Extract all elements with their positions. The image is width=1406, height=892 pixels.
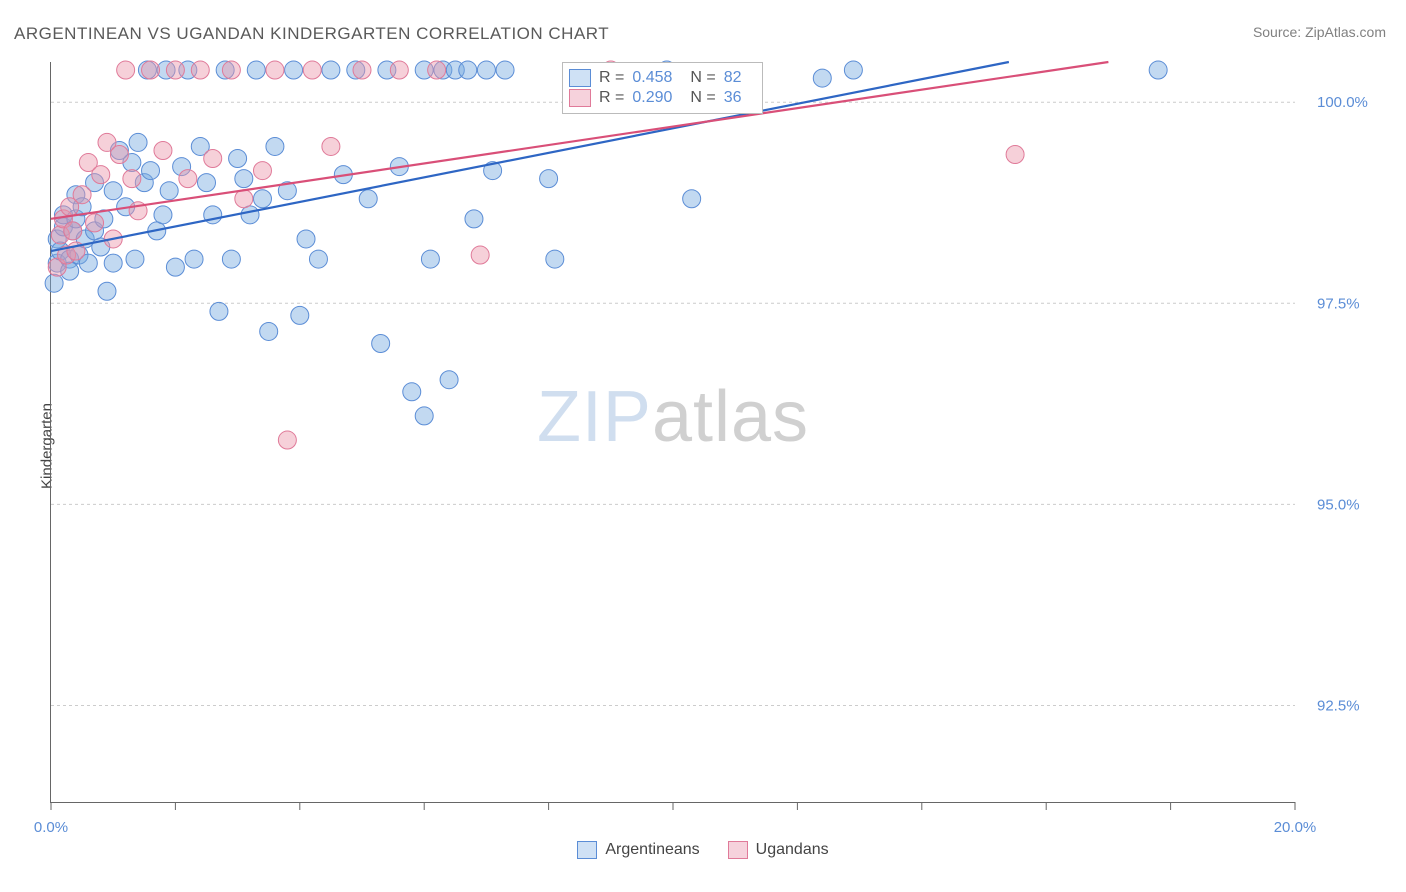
r-label: R = <box>599 69 624 87</box>
data-point <box>198 174 216 192</box>
data-point <box>179 170 197 188</box>
data-point <box>104 254 122 272</box>
data-point <box>235 190 253 208</box>
data-point <box>210 302 228 320</box>
data-point <box>813 69 831 87</box>
legend-item: Ugandans <box>728 841 829 859</box>
series-legend: Argentineans Ugandans <box>0 841 1406 864</box>
stats-row: R = 0.290 N = 36 <box>569 89 752 107</box>
x-tick-label: 0.0% <box>34 819 68 836</box>
data-point <box>222 250 240 268</box>
data-point <box>465 210 483 228</box>
legend-swatch <box>728 841 748 859</box>
r-label: R = <box>599 89 624 107</box>
data-point <box>278 431 296 449</box>
data-point <box>322 61 340 79</box>
data-point <box>110 146 128 164</box>
data-point <box>222 61 240 79</box>
legend-item: Argentineans <box>577 841 699 859</box>
data-point <box>235 170 253 188</box>
data-point <box>421 250 439 268</box>
y-tick-label: 95.0% <box>1317 496 1360 513</box>
data-point <box>303 61 321 79</box>
data-point <box>266 137 284 155</box>
data-point <box>260 322 278 340</box>
data-point <box>142 162 160 180</box>
stats-legend: R = 0.458 N = 82 R = 0.290 N = 36 <box>562 62 763 114</box>
data-point <box>1006 146 1024 164</box>
legend-swatch <box>569 89 591 107</box>
plot-svg: 92.5%95.0%97.5%100.0%0.0%20.0% <box>51 62 1295 802</box>
data-point <box>166 61 184 79</box>
data-point <box>471 246 489 264</box>
data-point <box>415 407 433 425</box>
data-point <box>291 306 309 324</box>
data-point <box>45 274 63 292</box>
stats-row: R = 0.458 N = 82 <box>569 69 752 87</box>
data-point <box>359 190 377 208</box>
data-point <box>204 150 222 168</box>
data-point <box>86 214 104 232</box>
data-point <box>372 335 390 353</box>
data-point <box>353 61 371 79</box>
data-point <box>540 170 558 188</box>
data-point <box>459 61 477 79</box>
data-point <box>117 61 135 79</box>
data-point <box>126 250 144 268</box>
n-label: N = <box>690 69 715 87</box>
data-point <box>477 61 495 79</box>
plot-area: 92.5%95.0%97.5%100.0%0.0%20.0% ZIPatlas <box>50 62 1295 803</box>
y-tick-label: 100.0% <box>1317 94 1368 111</box>
data-point <box>546 250 564 268</box>
legend-label: Argentineans <box>605 841 699 859</box>
data-point <box>229 150 247 168</box>
data-point <box>160 182 178 200</box>
data-point <box>1149 61 1167 79</box>
data-point <box>428 61 446 79</box>
n-label: N = <box>690 89 715 107</box>
data-point <box>154 206 172 224</box>
data-point <box>322 137 340 155</box>
data-point <box>844 61 862 79</box>
y-tick-label: 92.5% <box>1317 697 1360 714</box>
data-point <box>129 133 147 151</box>
data-point <box>266 61 284 79</box>
source-label: Source: ZipAtlas.com <box>1253 24 1386 40</box>
data-point <box>73 186 91 204</box>
legend-swatch <box>577 841 597 859</box>
data-point <box>142 61 160 79</box>
chart-container: ARGENTINEAN VS UGANDAN KINDERGARTEN CORR… <box>0 0 1406 892</box>
data-point <box>247 61 265 79</box>
data-point <box>185 250 203 268</box>
trend-line <box>51 62 1009 251</box>
x-tick-label: 20.0% <box>1274 819 1317 836</box>
data-point <box>253 162 271 180</box>
data-point <box>92 166 110 184</box>
data-point <box>285 61 303 79</box>
data-point <box>297 230 315 248</box>
data-point <box>683 190 701 208</box>
data-point <box>123 170 141 188</box>
data-point <box>253 190 271 208</box>
legend-label: Ugandans <box>756 841 829 859</box>
data-point <box>104 182 122 200</box>
data-point <box>309 250 327 268</box>
data-point <box>241 206 259 224</box>
data-point <box>166 258 184 276</box>
r-value: 0.290 <box>632 89 672 107</box>
legend-swatch <box>569 69 591 87</box>
data-point <box>390 61 408 79</box>
data-point <box>98 282 116 300</box>
data-point <box>191 61 209 79</box>
data-point <box>496 61 514 79</box>
data-point <box>154 141 172 159</box>
n-value: 36 <box>724 89 742 107</box>
chart-title: ARGENTINEAN VS UGANDAN KINDERGARTEN CORR… <box>14 24 609 44</box>
r-value: 0.458 <box>632 69 672 87</box>
data-point <box>440 371 458 389</box>
data-point <box>403 383 421 401</box>
n-value: 82 <box>724 69 742 87</box>
y-tick-label: 97.5% <box>1317 295 1360 312</box>
data-point <box>64 222 82 240</box>
